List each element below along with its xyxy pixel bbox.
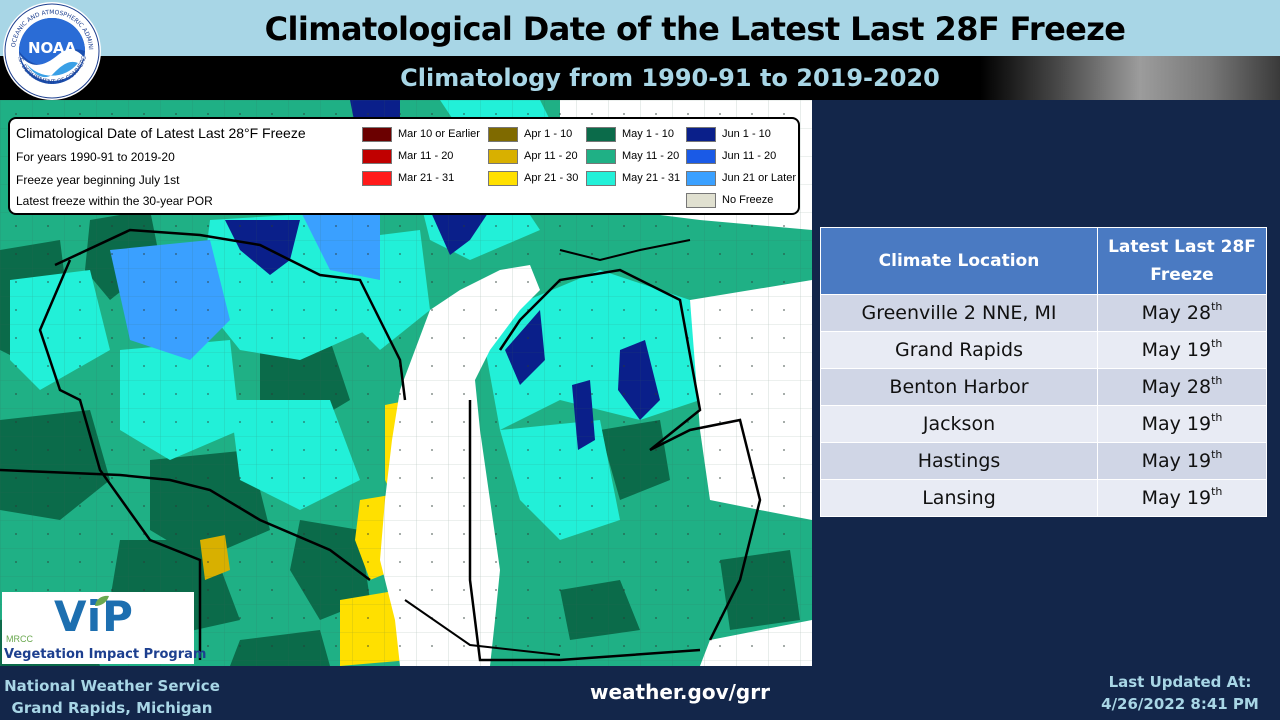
page-title: Climatological Date of the Latest Last 2…	[264, 10, 1126, 48]
vip-caption: Vegetation Impact Program	[4, 647, 207, 662]
leaf-icon	[95, 595, 109, 606]
freeze-date-cell: May 19th	[1097, 405, 1267, 443]
legend-swatch	[686, 171, 716, 186]
freeze-date-cell: May 28th	[1097, 294, 1267, 332]
table-row: Greenville 2 NNE, MI May 28th	[820, 294, 1267, 332]
legend-swatch	[586, 149, 616, 164]
legend-swatch	[586, 127, 616, 142]
column-header-freeze: Latest Last 28F Freeze	[1097, 227, 1267, 295]
office-name: National Weather Service Grand Rapids, M…	[4, 677, 220, 717]
freeze-date-cell: May 19th	[1097, 479, 1267, 517]
legend-swatch	[362, 149, 392, 164]
freeze-date-cell: May 19th	[1097, 331, 1267, 369]
location-cell: Jackson	[820, 405, 1098, 443]
vip-logo: ViP MRCC Vegetation Impact Program	[2, 592, 206, 664]
last-updated: Last Updated At: 4/26/2022 8:41 PM	[1101, 673, 1259, 713]
location-cell: Benton Harbor	[820, 368, 1098, 406]
legend-line: Freeze year beginning July 1st	[16, 173, 180, 187]
noaa-logo-text: NOAA	[28, 39, 77, 57]
vip-mark: ViP	[54, 592, 134, 641]
climate-table: Climate Location Latest Last 28F Freeze …	[820, 227, 1267, 517]
freeze-date-cell: May 28th	[1097, 368, 1267, 406]
location-cell: Hastings	[820, 442, 1098, 480]
legend-title: Climatological Date of Latest Last 28°F …	[16, 125, 306, 141]
table-row: Lansing May 19th	[820, 479, 1267, 517]
column-header-location: Climate Location	[820, 227, 1098, 295]
legend-swatch	[488, 171, 518, 186]
website-link[interactable]: weather.gov/grr	[590, 680, 770, 704]
legend-swatch	[686, 149, 716, 164]
table-header-row: Climate Location Latest Last 28F Freeze	[820, 227, 1267, 295]
location-cell: Lansing	[820, 479, 1098, 517]
table-row: Jackson May 19th	[820, 405, 1267, 443]
subtitle-bar	[0, 56, 1280, 100]
map-legend: Climatological Date of Latest Last 28°F …	[8, 117, 800, 215]
title-bar	[0, 0, 1280, 56]
page-subtitle: Climatology from 1990-91 to 2019-2020	[400, 64, 940, 92]
freeze-date-cell: May 19th	[1097, 442, 1267, 480]
vip-mrcc: MRCC	[6, 634, 33, 644]
legend-swatch	[362, 171, 392, 186]
noaa-logo: NOAA NATIONAL OCEANIC AND ATMOSPHERIC AD…	[2, 1, 101, 100]
legend-line: Latest freeze within the 30-year POR	[16, 194, 213, 208]
legend-swatch	[488, 127, 518, 142]
legend-line: For years 1990-91 to 2019-20	[16, 150, 175, 164]
location-cell: Greenville 2 NNE, MI	[820, 294, 1098, 332]
location-cell: Grand Rapids	[820, 331, 1098, 369]
freeze-map: Climatological Date of Latest Last 28°F …	[0, 100, 812, 666]
legend-swatch	[488, 149, 518, 164]
table-row: Benton Harbor May 28th	[820, 368, 1267, 406]
legend-swatch	[362, 127, 392, 142]
legend-swatch	[686, 127, 716, 142]
legend-swatch	[686, 193, 716, 208]
legend-swatch	[586, 171, 616, 186]
table-row: Grand Rapids May 19th	[820, 331, 1267, 369]
table-row: Hastings May 19th	[820, 442, 1267, 480]
